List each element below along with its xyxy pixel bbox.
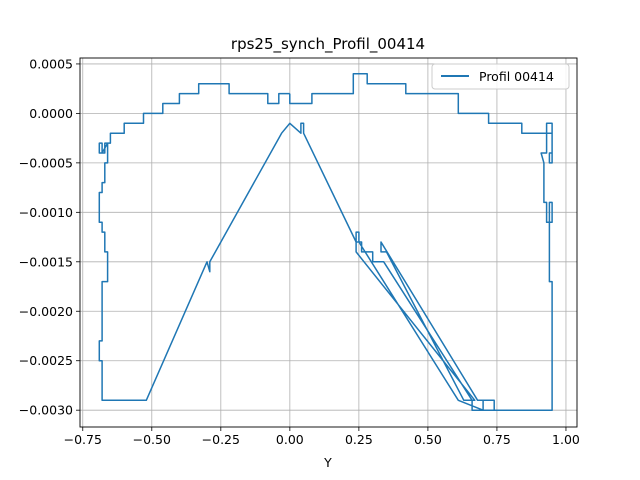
x-tick-label: 0.75 bbox=[483, 432, 511, 447]
y-tick-label: 0.0000 bbox=[29, 106, 73, 121]
x-tick-label: 0.50 bbox=[414, 432, 442, 447]
x-tick-label: 0.00 bbox=[276, 432, 304, 447]
y-tick-label: −0.0020 bbox=[19, 304, 73, 319]
y-tick-label: −0.0025 bbox=[19, 353, 73, 368]
x-tick-label: 0.25 bbox=[345, 432, 373, 447]
x-tick-label: 1.00 bbox=[552, 432, 580, 447]
x-tick-label: −0.25 bbox=[202, 432, 240, 447]
x-tick-label: −0.50 bbox=[133, 432, 171, 447]
legend-label: Profil 00414 bbox=[479, 69, 554, 84]
x-tick-label: −0.75 bbox=[64, 432, 102, 447]
legend[interactable]: Profil 00414 bbox=[432, 64, 569, 89]
y-tick-label: −0.0015 bbox=[19, 254, 73, 269]
y-tick-label: −0.0005 bbox=[19, 155, 73, 170]
y-tick-label: −0.0010 bbox=[19, 205, 73, 220]
chart-title: rps25_synch_Profil_00414 bbox=[231, 35, 425, 54]
x-axis-label: Y bbox=[323, 455, 332, 470]
y-tick-label: 0.0005 bbox=[29, 56, 73, 71]
y-tick-label: −0.0030 bbox=[19, 403, 73, 418]
